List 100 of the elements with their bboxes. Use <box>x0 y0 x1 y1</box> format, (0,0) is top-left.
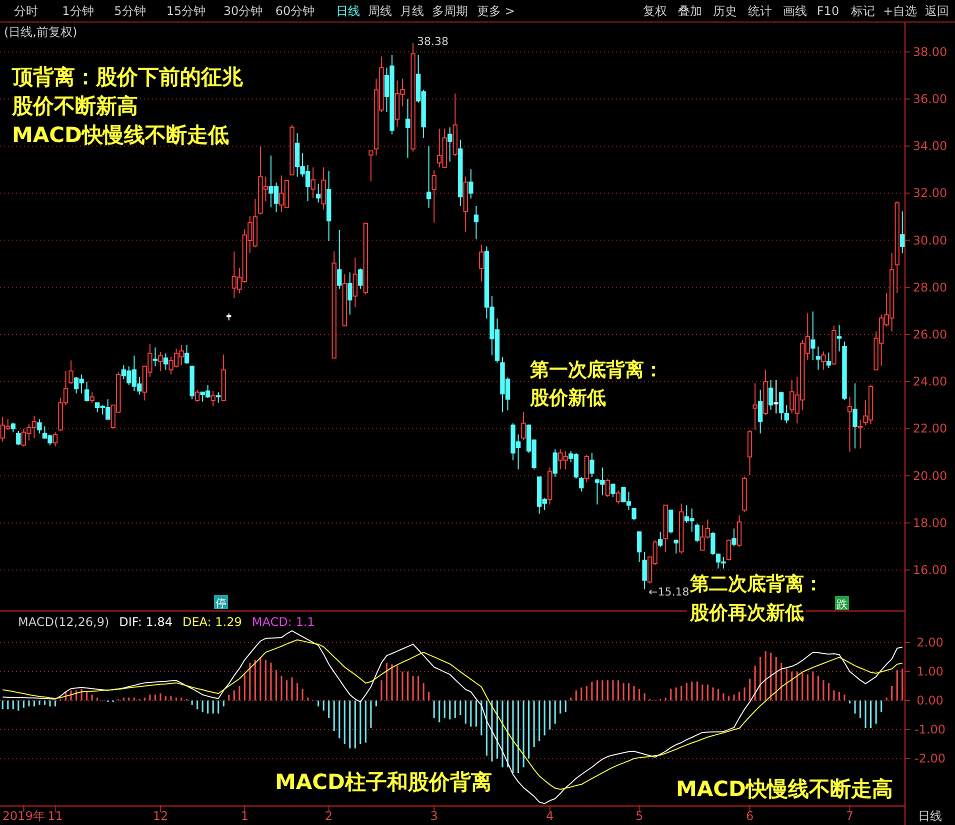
candlestick <box>658 531 663 548</box>
candlestick <box>310 166 316 198</box>
x-tick-label: 4 <box>546 809 554 823</box>
text: 统计 <box>748 4 772 18</box>
candlestick <box>10 422 16 433</box>
y-tick-label: 1.00 <box>916 664 944 678</box>
y-tick-label: 38.00 <box>912 44 948 59</box>
y-tick-label: 28.00 <box>912 280 948 294</box>
text: 叠加 <box>678 4 702 18</box>
candlestick <box>184 344 190 364</box>
candlestick <box>68 360 74 384</box>
text: 15分钟 <box>166 4 206 18</box>
candlestick <box>900 210 905 254</box>
candlestick <box>605 478 610 498</box>
text: 标记 <box>850 4 875 18</box>
annotation: 股价新低 <box>529 387 606 409</box>
candlestick <box>152 346 158 367</box>
annotation: 跌 <box>836 598 848 611</box>
candlestick <box>816 346 821 370</box>
candlestick <box>847 396 852 452</box>
y-tick-label: 30.00 <box>912 233 948 248</box>
candlestick <box>358 268 363 290</box>
text: 月线 <box>400 4 424 18</box>
candlestick <box>726 539 732 561</box>
candlestick <box>352 256 358 308</box>
y-tick-label: 32.00 <box>912 186 948 200</box>
y-tick-label: 0.00 <box>916 694 944 708</box>
annotation: ←15.18 <box>648 585 690 598</box>
chart-title: (日线,前复权) <box>4 25 78 39</box>
text: F10 <box>816 4 840 18</box>
text: 多周期 <box>432 4 468 18</box>
x-tick-label: 7 <box>846 809 854 823</box>
annotation: 38.38 <box>417 34 449 48</box>
x-tick-label: 5 <box>635 809 644 823</box>
text: 复权 <box>643 4 667 18</box>
annotation: 股价再次新低 <box>689 602 804 624</box>
candlestick <box>810 310 816 360</box>
candlestick <box>521 412 526 440</box>
candlestick <box>552 448 558 478</box>
candlestick <box>16 430 21 446</box>
x-tick-label: 2 <box>325 809 333 823</box>
candlestick <box>642 551 647 590</box>
candlestick <box>584 454 590 483</box>
candlestick <box>448 126 452 162</box>
annotation: MACD快慢线不断走低 <box>12 123 229 147</box>
x-tick-label: 12 <box>152 809 168 823</box>
candlestick <box>694 523 700 542</box>
y-tick-label: 24.00 <box>912 374 948 389</box>
x-tick-label: 11 <box>48 809 63 823</box>
annotation: 第一次底背离： <box>529 359 663 381</box>
candlestick <box>52 432 58 447</box>
candlestick <box>479 244 484 282</box>
y-tick-label: 26.00 <box>912 327 948 342</box>
legend-title: MACD(12,26,9) <box>18 615 110 629</box>
text: 周线 <box>368 4 392 18</box>
candlestick <box>316 183 321 204</box>
y-tick-label: 36.00 <box>912 92 948 106</box>
x-tick-label: 1 <box>240 809 248 823</box>
text: 分时 <box>14 4 38 18</box>
candlestick <box>758 389 763 434</box>
candlestick <box>826 352 832 369</box>
x-tick-label: 2019年 <box>2 809 45 823</box>
candlestick <box>752 382 758 431</box>
y-tick-label: 16.00 <box>912 562 948 577</box>
candlestick <box>616 490 621 504</box>
annotation: MACD: 1.1 <box>252 615 315 629</box>
candlestick <box>405 98 410 158</box>
x-tick-label: 6 <box>746 809 754 823</box>
candlestick <box>821 350 826 370</box>
candlestick <box>784 404 789 424</box>
annotation: 股价不断新高 <box>11 94 138 118</box>
candlestick <box>579 476 584 492</box>
candlestick <box>348 272 352 316</box>
text: 30分钟 <box>223 4 263 18</box>
text: 画线 <box>783 4 807 18</box>
candlestick <box>368 150 374 182</box>
candlestick <box>432 170 436 224</box>
candlestick <box>736 514 742 548</box>
candlestick <box>632 508 636 521</box>
candlestick <box>158 352 163 372</box>
text: 60分钟 <box>275 4 315 18</box>
candlestick <box>474 205 479 240</box>
candlestick <box>210 390 216 407</box>
candlestick <box>668 510 674 534</box>
candlestick <box>836 324 842 352</box>
candlestick <box>732 528 736 547</box>
annotation: 第二次底背离： <box>689 573 823 595</box>
text: 更多 > <box>477 4 515 18</box>
candlestick <box>90 392 94 404</box>
candlestick <box>337 229 342 290</box>
y-tick-label: 2.00 <box>916 635 944 650</box>
annotation: 顶背离：股价下前的征兆 <box>11 65 244 89</box>
candlestick <box>768 379 774 410</box>
y-tick-label: 34.00 <box>912 139 948 154</box>
text: 历史 <box>713 4 737 18</box>
candlestick <box>194 389 200 402</box>
candlestick <box>468 168 474 200</box>
candlestick <box>779 391 784 420</box>
text: DEA: 1.29 <box>182 615 242 629</box>
text: 1分钟 <box>62 4 94 18</box>
